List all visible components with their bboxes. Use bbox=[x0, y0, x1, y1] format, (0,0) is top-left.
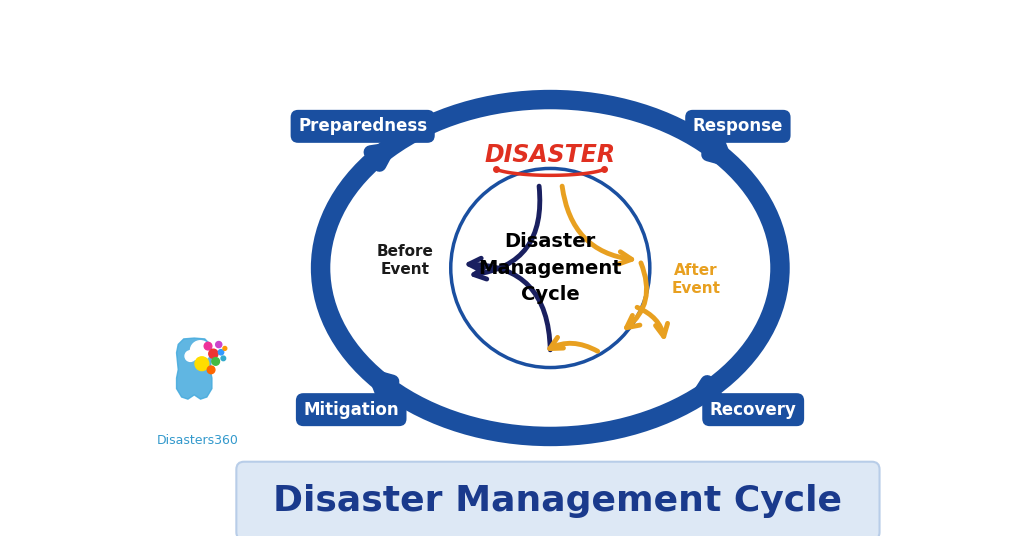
Circle shape bbox=[204, 343, 212, 350]
Text: Mitigation: Mitigation bbox=[303, 400, 399, 419]
Text: Response: Response bbox=[692, 117, 783, 136]
Circle shape bbox=[190, 341, 210, 361]
FancyBboxPatch shape bbox=[237, 461, 880, 536]
Circle shape bbox=[212, 358, 219, 365]
Text: Recovery: Recovery bbox=[710, 400, 797, 419]
Text: Before
Event: Before Event bbox=[377, 243, 433, 277]
Text: After
Event: After Event bbox=[672, 263, 720, 296]
Text: Disaster
Management
Cycle: Disaster Management Cycle bbox=[478, 232, 623, 304]
Text: Preparedness: Preparedness bbox=[298, 117, 427, 136]
Circle shape bbox=[216, 341, 222, 348]
Text: DISASTER: DISASTER bbox=[484, 143, 615, 167]
Circle shape bbox=[451, 168, 650, 368]
Circle shape bbox=[218, 349, 223, 355]
Text: Disaster Management Cycle: Disaster Management Cycle bbox=[273, 484, 843, 518]
Polygon shape bbox=[176, 338, 212, 399]
Text: Disasters360: Disasters360 bbox=[157, 434, 239, 447]
Circle shape bbox=[221, 356, 225, 361]
Circle shape bbox=[209, 349, 218, 359]
Circle shape bbox=[195, 357, 209, 370]
Circle shape bbox=[223, 346, 226, 351]
Circle shape bbox=[185, 351, 196, 361]
Circle shape bbox=[207, 366, 215, 374]
